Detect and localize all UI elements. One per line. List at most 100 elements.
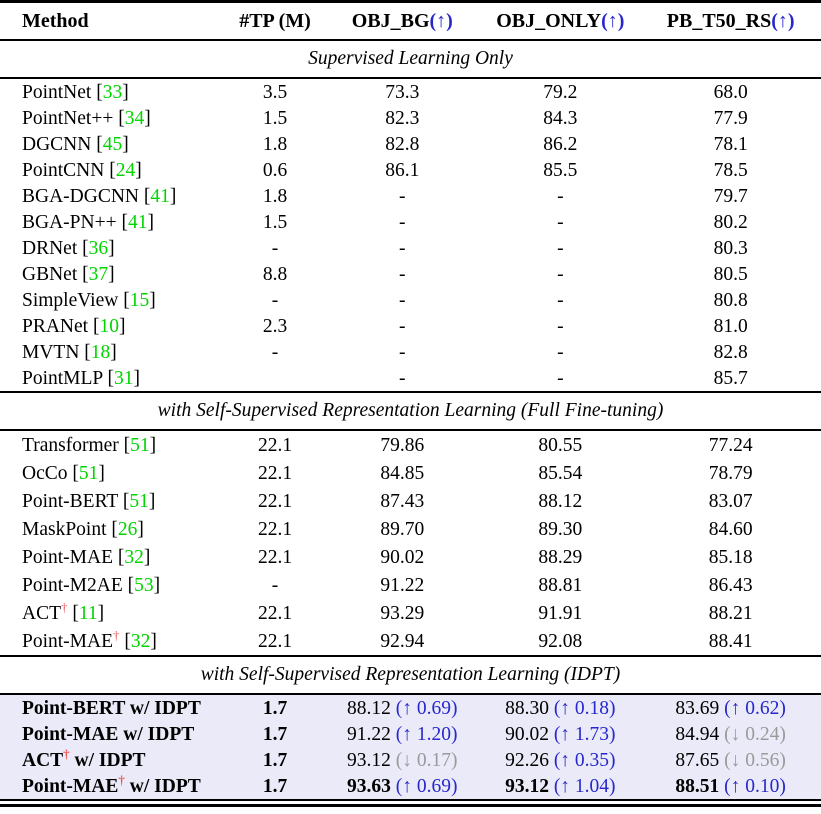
citation-link[interactable]: [32] [119, 630, 157, 652]
table-row: PointCNN [24] 0.6 86.1 85.5 78.5 [0, 157, 821, 183]
value: 22.1 [257, 434, 293, 456]
citation-number: 26 [117, 518, 138, 540]
citation-link[interactable]: [31] [102, 367, 140, 389]
method-name: PRANet [22, 315, 89, 337]
up-arrow-icon: (↑) [429, 10, 453, 32]
value: 91.22 [380, 574, 425, 596]
value: 87.43 [380, 490, 425, 512]
header-row: Method #TP (M) OBJ_BG(↑) OBJ_ONLY(↑) PB_… [0, 1, 821, 41]
value: 93.12 [347, 749, 391, 771]
value-cell: 0.6 [226, 157, 325, 183]
value: 22.1 [257, 546, 293, 568]
value-cell: 91.91 [480, 599, 640, 627]
value-cell: 88.12 [480, 487, 640, 515]
citation-link[interactable]: [34] [113, 107, 151, 129]
method-name: BGA-PN++ [22, 211, 117, 233]
citation-number: 18 [90, 341, 111, 363]
citation-number: 31 [113, 367, 134, 389]
value: - [271, 289, 279, 311]
delta-up-value: (↑ 1.20) [395, 723, 458, 745]
value: 88.12 [347, 697, 391, 719]
value: - [557, 315, 564, 337]
method-name: Point-MAE [22, 630, 114, 652]
citation-number: 45 [102, 133, 123, 155]
delta-down-value: (↓ 0.24) [724, 723, 786, 745]
col-header-obj-only-label: OBJ_ONLY [496, 10, 602, 32]
citation-link[interactable]: [26] [106, 518, 144, 540]
citation-link[interactable]: [24] [104, 159, 142, 181]
table-row: PointMLP [31] - - 85.7 [0, 365, 821, 392]
value-cell: 93.63 (↑ 0.69) [324, 773, 480, 800]
method-name: Point-MAE [22, 775, 119, 797]
method-name: Transformer [22, 434, 119, 456]
citation-link[interactable]: [51] [67, 462, 105, 484]
results-body: Supervised Learning Only PointNet [33] 3.5… [0, 40, 821, 800]
citation-link[interactable]: [53] [122, 574, 161, 596]
value-cell: - [480, 261, 640, 287]
value: 88.30 [505, 697, 549, 719]
citation-link[interactable]: [41] [139, 185, 177, 207]
value: 0.6 [262, 159, 288, 181]
method-name: MVTN [22, 341, 80, 363]
value-cell: 85.5 [480, 157, 640, 183]
value-cell: 91.22 (↑ 1.20) [324, 721, 480, 747]
citation-link[interactable]: [15] [118, 289, 156, 311]
method-suffix: w/ IDPT [124, 775, 201, 797]
table-row: Point-MAE [32] 22.1 90.02 88.29 85.18 [0, 543, 821, 571]
section-title: with Self-Supervised Representation Lear… [157, 400, 664, 421]
value: 78.5 [713, 159, 748, 181]
value-cell: 88.21 [640, 599, 821, 627]
value-cell: 79.2 [480, 78, 640, 105]
citation-link[interactable]: [36] [77, 237, 115, 259]
value-cell: 89.70 [324, 515, 480, 543]
table-row: PointNet++ [34] 1.5 82.3 84.3 77.9 [0, 105, 821, 131]
method-cell: Transformer [51] [0, 430, 226, 459]
col-header-method: Method [0, 2, 226, 41]
citation-link[interactable]: [51] [118, 434, 157, 456]
value: 89.30 [538, 518, 583, 540]
value-cell: 68.0 [640, 78, 821, 105]
citation-link[interactable]: [11] [67, 602, 105, 624]
value: 86.2 [543, 133, 578, 155]
citation-link[interactable]: [37] [77, 263, 115, 285]
value-cell: - [226, 235, 325, 261]
value: 88.21 [708, 602, 753, 624]
citation-link[interactable]: [45] [91, 133, 129, 155]
value: - [557, 185, 564, 207]
value-cell: 87.65 (↓ 0.56) [640, 747, 821, 773]
method-name: PointMLP [22, 367, 103, 389]
citation-link[interactable]: [51] [118, 490, 156, 512]
value: 8.8 [262, 263, 288, 285]
value: - [557, 289, 564, 311]
value-cell: 80.55 [480, 430, 640, 459]
value-cell: - [480, 339, 640, 365]
value: 22.1 [257, 630, 293, 652]
delta-up-value: (↑ 0.18) [553, 697, 616, 719]
value: 80.55 [538, 434, 583, 456]
citation-link[interactable]: [32] [113, 546, 151, 568]
table-row: BGA-PN++ [41] 1.5 - - 80.2 [0, 209, 821, 235]
value-cell: - [226, 571, 325, 599]
delta-up-value: (↑ 0.35) [553, 749, 616, 771]
value-cell: - [480, 287, 640, 313]
section-title-row: with Self-Supervised Representation Lear… [0, 656, 821, 694]
method-cell: ACT† [11] [0, 599, 226, 627]
citation-link[interactable]: [41] [116, 211, 154, 233]
value: 1.7 [262, 775, 288, 797]
citation-link[interactable]: [10] [88, 315, 126, 337]
value: - [399, 341, 406, 363]
value: 93.12 [505, 775, 549, 797]
citation-link[interactable]: [33] [91, 81, 129, 103]
value-cell: - [324, 261, 480, 287]
value-cell: 79.86 [324, 430, 480, 459]
citation-number: 34 [124, 107, 145, 129]
method-suffix: w/ IDPT [124, 697, 201, 719]
value: 82.8 [713, 341, 748, 363]
value: - [557, 211, 564, 233]
value: 89.70 [380, 518, 425, 540]
citation-link[interactable]: [18] [79, 341, 117, 363]
table-row: Transformer [51] 22.1 79.86 80.55 77.24 [0, 430, 821, 459]
value-cell: 82.8 [640, 339, 821, 365]
value-cell: 85.54 [480, 459, 640, 487]
value-cell: 80.5 [640, 261, 821, 287]
